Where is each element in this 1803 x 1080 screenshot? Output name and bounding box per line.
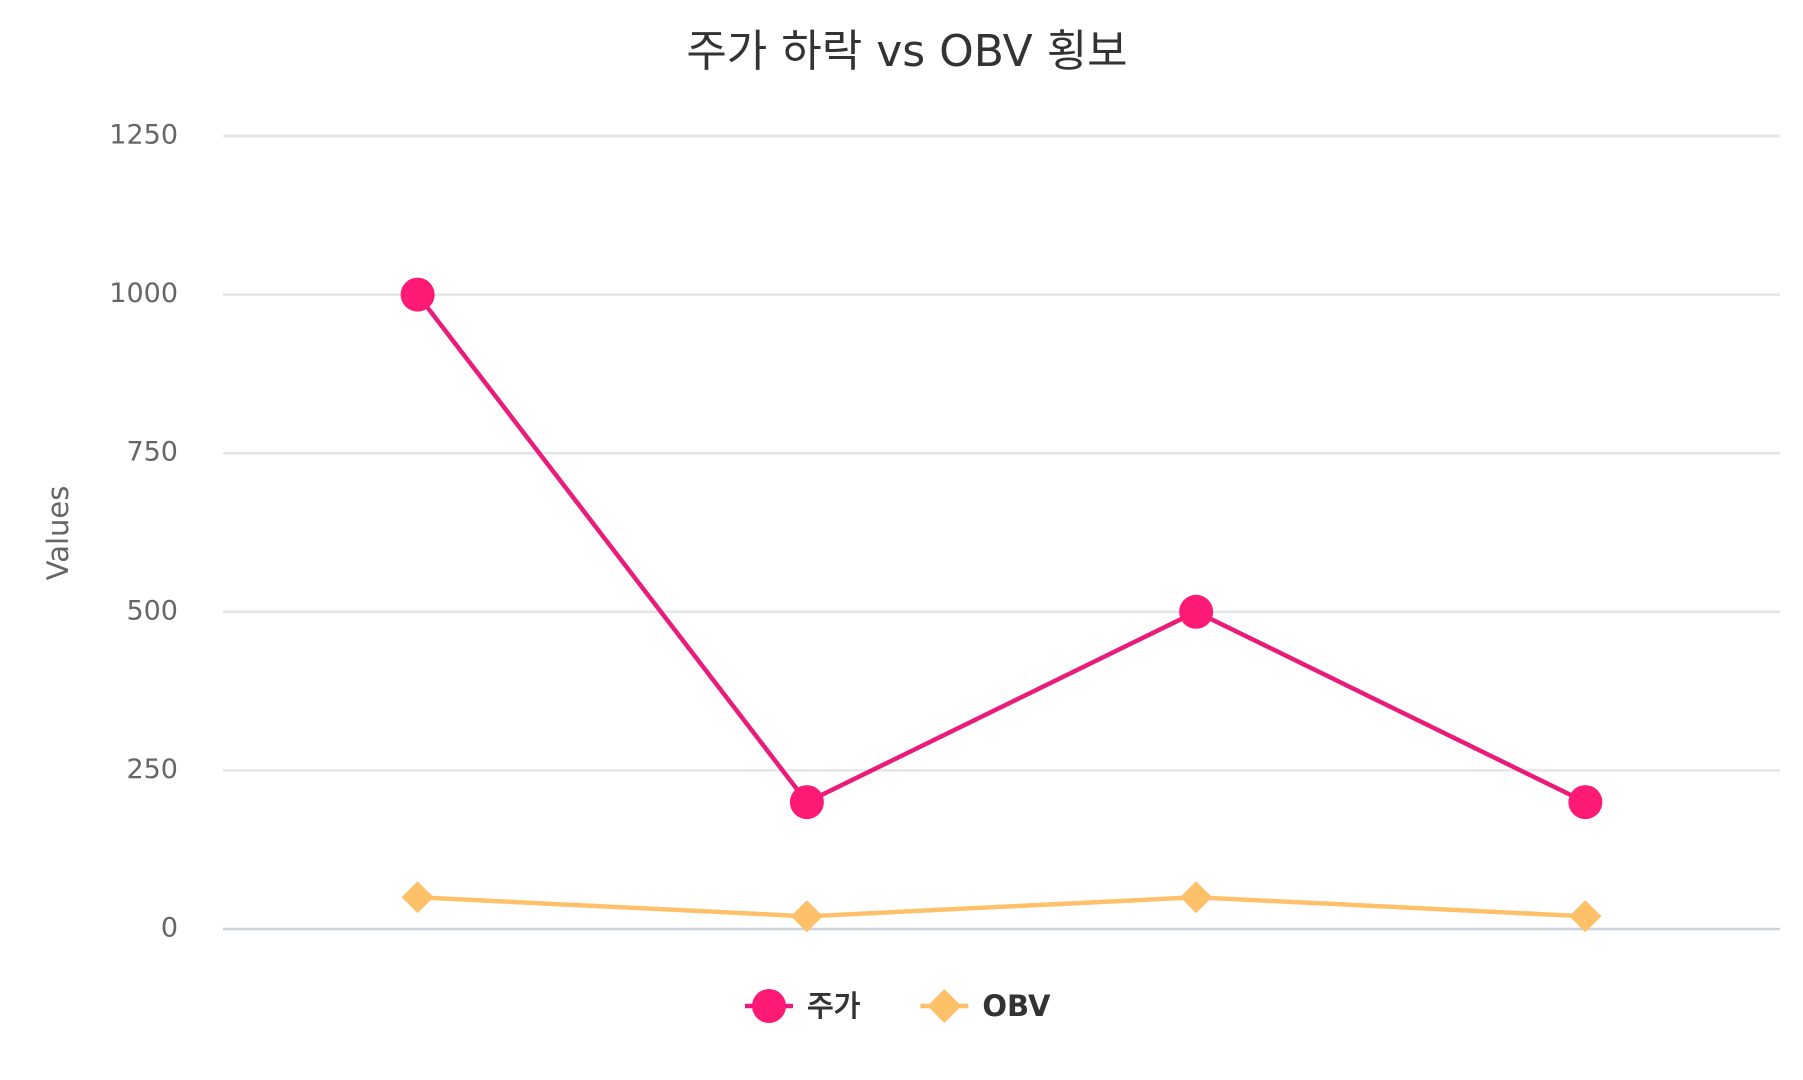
data-point — [401, 881, 434, 914]
y-tick-label: 1250 — [109, 120, 178, 151]
data-point — [1180, 881, 1213, 914]
y-axis-label: Values — [41, 486, 75, 581]
y-tick-label: 500 — [126, 595, 178, 626]
data-point — [400, 277, 435, 312]
legend-label: 주가 — [807, 989, 861, 1023]
series-line — [415, 293, 1587, 805]
legend-marker — [752, 989, 786, 1023]
data-point — [1568, 785, 1603, 820]
chart-title: 주가 하락 vs OBV 횡보 — [686, 26, 1127, 77]
legend-label: OBV — [982, 989, 1051, 1023]
data-point — [790, 900, 823, 933]
y-tick-label: 750 — [126, 437, 178, 468]
y-tick-label: 0 — [161, 913, 178, 944]
data-point — [1179, 594, 1214, 629]
data-point — [789, 785, 824, 820]
data-point — [1569, 900, 1602, 933]
y-tick-label: 1000 — [109, 278, 178, 309]
legend-marker — [927, 989, 962, 1023]
series-line — [417, 895, 1586, 919]
y-tick-label: 250 — [126, 754, 178, 785]
